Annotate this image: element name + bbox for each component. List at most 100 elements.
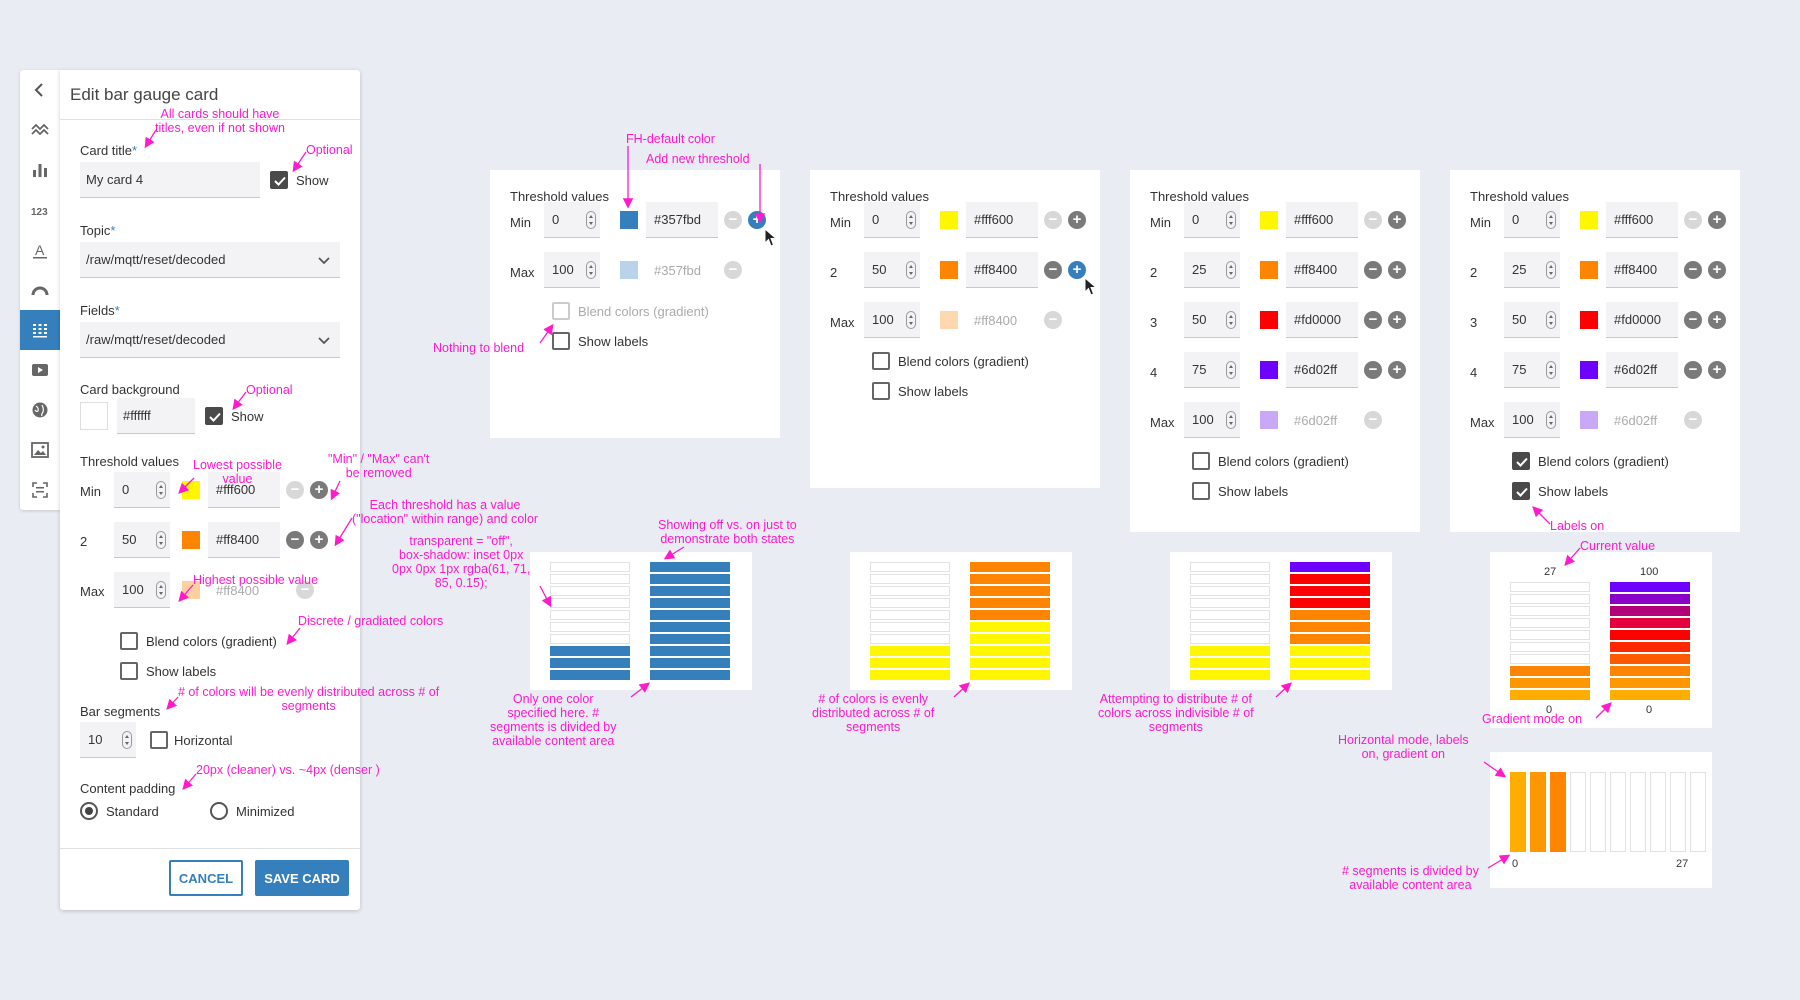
- show-labels-checkbox[interactable]: [1192, 482, 1210, 500]
- remove-threshold-icon[interactable]: −: [1684, 361, 1702, 379]
- scan-icon[interactable]: [20, 470, 60, 510]
- add-threshold-icon[interactable]: +: [1068, 261, 1086, 279]
- remove-threshold-icon[interactable]: −: [1364, 261, 1382, 279]
- threshold-row-value[interactable]: 75: [1184, 352, 1240, 388]
- threshold-row-hex[interactable]: #ff8400: [1606, 252, 1678, 288]
- padding-standard-radio[interactable]: [80, 802, 98, 820]
- threshold-row-hex[interactable]: #6d02ff: [1606, 352, 1678, 388]
- threshold-row-value[interactable]: 0: [1184, 202, 1240, 238]
- blend-colors-checkbox[interactable]: [120, 632, 138, 650]
- threshold-row-value[interactable]: 25: [1504, 252, 1560, 288]
- stepper-icon[interactable]: [1546, 261, 1556, 279]
- threshold-row-swatch[interactable]: [1580, 361, 1598, 379]
- threshold-min-hex[interactable]: #fff600: [208, 472, 280, 508]
- globe-icon[interactable]: [20, 390, 60, 430]
- line-chart-icon[interactable]: [20, 110, 60, 150]
- video-icon[interactable]: [20, 350, 60, 390]
- threshold-row-hex[interactable]: #fff600: [1606, 202, 1678, 238]
- threshold-row-value[interactable]: 100: [864, 302, 920, 338]
- bar-gauge-icon[interactable]: [20, 310, 60, 350]
- threshold-row-value[interactable]: 50: [1504, 302, 1560, 338]
- threshold-row-value[interactable]: 100: [544, 252, 600, 288]
- threshold-row-swatch[interactable]: [620, 211, 638, 229]
- remove-threshold-icon[interactable]: −: [1364, 361, 1382, 379]
- add-threshold-icon[interactable]: +: [1388, 261, 1406, 279]
- stepper-icon[interactable]: [906, 261, 916, 279]
- add-threshold-icon[interactable]: +: [1068, 211, 1086, 229]
- threshold-row-hex[interactable]: #fd0000: [1606, 302, 1678, 338]
- blend-colors-checkbox[interactable]: [1512, 452, 1530, 470]
- stepper-icon[interactable]: [156, 481, 166, 499]
- card-title-input[interactable]: My card 4: [80, 162, 260, 198]
- fields-select[interactable]: /raw/mqtt/reset/decoded: [80, 322, 340, 358]
- horizontal-checkbox[interactable]: [150, 731, 168, 749]
- threshold-row-value[interactable]: 25: [1184, 252, 1240, 288]
- gauge-icon[interactable]: [20, 270, 60, 310]
- add-threshold-icon[interactable]: +: [1388, 211, 1406, 229]
- threshold-row-swatch[interactable]: [1580, 311, 1598, 329]
- add-threshold-icon[interactable]: +: [1708, 261, 1726, 279]
- threshold-row-swatch[interactable]: [1580, 261, 1598, 279]
- threshold-row-swatch[interactable]: [1260, 311, 1278, 329]
- threshold-row-hex[interactable]: #fff600: [966, 202, 1038, 238]
- stepper-icon[interactable]: [1226, 311, 1236, 329]
- threshold-row-value[interactable]: 100: [1504, 402, 1560, 438]
- chevron-left-icon[interactable]: [20, 70, 60, 110]
- stepper-icon[interactable]: [586, 261, 596, 279]
- threshold-min-value[interactable]: 0: [114, 472, 170, 508]
- add-threshold-icon[interactable]: +: [1708, 211, 1726, 229]
- add-threshold-icon[interactable]: +: [748, 211, 766, 229]
- stepper-icon[interactable]: [1546, 311, 1556, 329]
- stepper-icon[interactable]: [1226, 261, 1236, 279]
- threshold-row-hex[interactable]: #6d02ff: [1286, 352, 1358, 388]
- blend-colors-checkbox[interactable]: [1192, 452, 1210, 470]
- threshold-row-value[interactable]: 50: [864, 252, 920, 288]
- stepper-icon[interactable]: [1546, 411, 1556, 429]
- threshold-row-value[interactable]: 0: [1504, 202, 1560, 238]
- bar-chart-icon[interactable]: [20, 150, 60, 190]
- remove-threshold-icon[interactable]: −: [286, 531, 304, 549]
- background-color-swatch[interactable]: [80, 402, 108, 430]
- threshold-row-hex[interactable]: #fff600: [1286, 202, 1358, 238]
- threshold-row-swatch[interactable]: [1260, 261, 1278, 279]
- add-threshold-icon[interactable]: +: [310, 481, 328, 499]
- stepper-icon[interactable]: [156, 581, 166, 599]
- threshold-row-swatch[interactable]: [1580, 211, 1598, 229]
- stepper-icon[interactable]: [906, 311, 916, 329]
- stepper-icon[interactable]: [1226, 361, 1236, 379]
- threshold-row-value[interactable]: 0: [544, 202, 600, 238]
- stepper-icon[interactable]: [1546, 361, 1556, 379]
- stepper-icon[interactable]: [122, 731, 132, 749]
- add-threshold-icon[interactable]: +: [1708, 361, 1726, 379]
- stepper-icon[interactable]: [1226, 411, 1236, 429]
- threshold-row-value[interactable]: 0: [864, 202, 920, 238]
- add-threshold-icon[interactable]: +: [1388, 361, 1406, 379]
- show-labels-checkbox[interactable]: [552, 332, 570, 350]
- add-threshold-icon[interactable]: +: [1388, 311, 1406, 329]
- threshold-row-hex[interactable]: #fd0000: [1286, 302, 1358, 338]
- show-labels-checkbox[interactable]: [872, 382, 890, 400]
- threshold-row-swatch[interactable]: [1260, 361, 1278, 379]
- threshold-2-swatch[interactable]: [182, 531, 200, 549]
- threshold-row-value[interactable]: 50: [1184, 302, 1240, 338]
- background-hex-input[interactable]: #ffffff: [117, 398, 195, 434]
- threshold-row-value[interactable]: 100: [1184, 402, 1240, 438]
- show-labels-checkbox[interactable]: [120, 662, 138, 680]
- number-icon[interactable]: 123: [20, 190, 60, 230]
- image-icon[interactable]: [20, 430, 60, 470]
- threshold-row-swatch[interactable]: [1260, 211, 1278, 229]
- threshold-row-hex[interactable]: #ff8400: [1286, 252, 1358, 288]
- threshold-row-swatch[interactable]: [940, 211, 958, 229]
- add-threshold-icon[interactable]: +: [310, 531, 328, 549]
- blend-colors-checkbox[interactable]: [872, 352, 890, 370]
- threshold-row-hex[interactable]: #357fbd: [646, 202, 718, 238]
- cancel-button[interactable]: CANCEL: [169, 860, 243, 896]
- padding-minimized-radio[interactable]: [210, 802, 228, 820]
- background-show-checkbox[interactable]: [205, 407, 223, 425]
- stepper-icon[interactable]: [156, 531, 166, 549]
- stepper-icon[interactable]: [906, 211, 916, 229]
- show-labels-checkbox[interactable]: [1512, 482, 1530, 500]
- save-card-button[interactable]: SAVE CARD: [255, 860, 349, 896]
- remove-threshold-icon[interactable]: −: [1044, 261, 1062, 279]
- threshold-row-swatch[interactable]: [940, 261, 958, 279]
